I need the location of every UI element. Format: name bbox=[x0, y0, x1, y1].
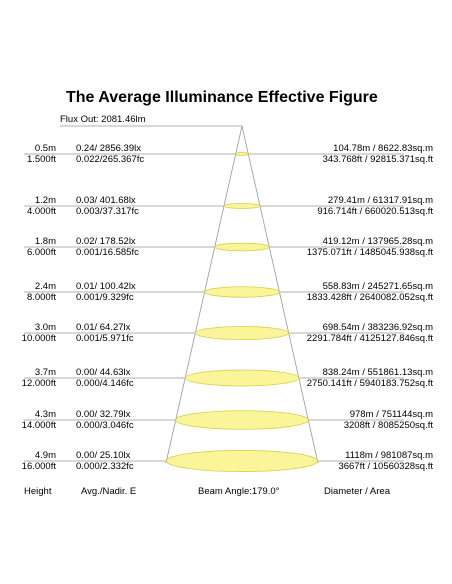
cone-right-edge bbox=[241, 125, 319, 464]
row-height-m: 3.0m bbox=[35, 322, 56, 333]
row-illuminance-fc: 0.000/4.146fc bbox=[76, 378, 134, 389]
row-diameter-metric: 419.12m / 137965.28sq.m bbox=[323, 236, 433, 247]
row-diameter-imperial: 2291.784ft / 4125127.846sq.ft bbox=[307, 333, 434, 344]
beam-ellipse bbox=[184, 369, 300, 387]
row-height-ft: 16.000ft bbox=[22, 461, 57, 472]
row-height-m: 0.5m bbox=[35, 143, 56, 154]
beam-ellipse bbox=[235, 152, 249, 156]
row-height-m: 1.8m bbox=[35, 236, 56, 247]
figure-title: The Average Illuminance Effective Figure bbox=[66, 89, 378, 106]
row-diameter-metric: 838.24m / 551861.13sq.m bbox=[323, 367, 433, 378]
row-illuminance-fc: 0.022/265.367fc bbox=[76, 154, 144, 165]
row-illuminance-lux: 0.00/ 25.10lx bbox=[76, 450, 131, 461]
row-illuminance-lux: 0.24/ 2856.39lx bbox=[76, 143, 141, 154]
row-height-m: 2.4m bbox=[35, 281, 56, 292]
footer-avg-label: Avg./Nadir. E bbox=[81, 486, 136, 497]
row-diameter-imperial: 343.768ft / 92815.371sq.ft bbox=[323, 154, 434, 165]
row-illuminance-fc: 0.000/2.332fc bbox=[76, 461, 134, 472]
row-illuminance-fc: 0.001/5.971fc bbox=[76, 333, 134, 344]
row-diameter-imperial: 3208ft / 8085250sq.ft bbox=[344, 420, 434, 431]
row-illuminance-lux: 0.00/ 44.63lx bbox=[76, 367, 131, 378]
beam-ellipse bbox=[166, 450, 318, 472]
beam-ellipse bbox=[194, 326, 290, 340]
row-diameter-imperial: 1833.428ft / 2640082.052sq.ft bbox=[307, 292, 434, 303]
footer-height-label: Height bbox=[24, 486, 52, 497]
row-height-ft: 4.000ft bbox=[27, 206, 56, 217]
footer-beam-label: Beam Angle:179.0° bbox=[198, 486, 280, 497]
row-diameter-imperial: 1375.071ft / 1485045.938sq.ft bbox=[307, 247, 434, 258]
beam-ellipse bbox=[175, 410, 309, 430]
row-illuminance-lux: 0.01/ 64.27lx bbox=[76, 322, 131, 333]
row-diameter-metric: 558.83m / 245271.65sq.m bbox=[323, 281, 433, 292]
row-diameter-imperial: 916.714ft / 660020.513sq.ft bbox=[317, 206, 433, 217]
row-illuminance-lux: 0.02/ 178.52lx bbox=[76, 236, 136, 247]
row-height-ft: 12.000ft bbox=[22, 378, 57, 389]
row-illuminance-lux: 0.01/ 100.42lx bbox=[76, 281, 136, 292]
row-illuminance-lux: 0.00/ 32.79lx bbox=[76, 409, 131, 420]
row-illuminance-lux: 0.03/ 401.68lx bbox=[76, 195, 136, 206]
row-height-ft: 8.000ft bbox=[27, 292, 56, 303]
row-height-m: 1.2m bbox=[35, 195, 56, 206]
row-illuminance-fc: 0.001/16.585fc bbox=[76, 247, 139, 258]
row-diameter-metric: 1118m / 981087sq.m bbox=[345, 450, 433, 461]
row-height-ft: 10.000ft bbox=[22, 333, 57, 344]
row-height-ft: 14.000ft bbox=[22, 420, 57, 431]
row-diameter-imperial: 2750.141ft / 5940183.752sq.ft bbox=[307, 378, 434, 389]
row-diameter-metric: 698.54m / 383236.92sq.m bbox=[323, 322, 433, 333]
beam-ellipse bbox=[214, 242, 270, 252]
row-illuminance-fc: 0.000/3.046fc bbox=[76, 420, 134, 431]
row-illuminance-fc: 0.003/37.317fc bbox=[76, 206, 139, 217]
beam-ellipse bbox=[204, 286, 280, 298]
row-height-m: 4.9m bbox=[35, 450, 56, 461]
footer-diameter-label: Diameter / Area bbox=[324, 486, 391, 497]
beam-ellipse bbox=[223, 203, 261, 209]
row-diameter-metric: 279.41m / 61317.91sq.m bbox=[328, 195, 433, 206]
row-height-ft: 6.000ft bbox=[27, 247, 56, 258]
row-height-ft: 1.500ft bbox=[27, 154, 56, 165]
flux-out-label: Flux Out: 2081.46lm bbox=[60, 114, 146, 125]
row-diameter-metric: 104.78m / 8622.83sq.m bbox=[333, 143, 433, 154]
row-diameter-metric: 978m / 751144sq.m bbox=[350, 409, 433, 420]
row-illuminance-fc: 0.001/9.329fc bbox=[76, 292, 134, 303]
cone-left-edge bbox=[165, 125, 243, 464]
rows-group: 0.5m1.500ft 0.24/ 2856.39lx0.022/265.367f… bbox=[22, 143, 434, 472]
row-height-m: 4.3m bbox=[35, 409, 56, 420]
row-diameter-imperial: 3667ft / 10560328sq.ft bbox=[338, 461, 433, 472]
row-height-m: 3.7m bbox=[35, 367, 56, 378]
